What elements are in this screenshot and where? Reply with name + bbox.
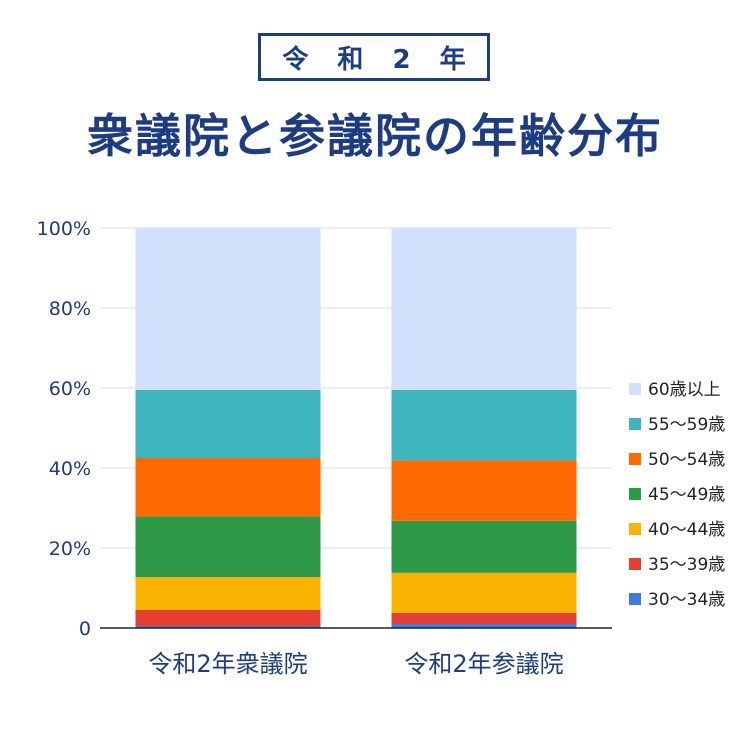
axes: 0 20% 40% 60% 80% 100% 令和2年衆議院 令和2年参議院	[37, 218, 612, 678]
legend-swatch	[629, 383, 641, 395]
bar-segment	[391, 520, 577, 573]
bar-segment	[391, 624, 577, 628]
legend-swatch	[629, 558, 641, 570]
y-tick-label: 20%	[49, 538, 91, 560]
bar-segment	[391, 612, 577, 624]
legend-swatch	[629, 453, 641, 465]
legend-label: 55〜59歳	[648, 415, 725, 435]
bar-segment	[391, 572, 577, 613]
bar-segment	[391, 228, 577, 390]
bar-segment	[135, 610, 321, 626]
bar-segment	[135, 516, 321, 578]
bar-segment	[135, 577, 321, 610]
legend-label: 40〜44歳	[648, 520, 725, 540]
chart-title: 衆議院と参議院の年齢分布	[87, 109, 663, 163]
bar-segment	[391, 460, 577, 521]
bars	[135, 228, 577, 628]
bar-segment	[135, 228, 321, 390]
bar-segment	[135, 626, 321, 628]
year-badge: 令 和 2 年	[258, 33, 490, 81]
y-tick-label: 60%	[49, 378, 91, 400]
bar-segment	[135, 390, 321, 458]
legend-swatch	[629, 418, 641, 430]
legend: 60歳以上 55〜59歳 50〜54歳 45〜49歳 40〜44歳 35〜39歳 30〜34…	[629, 380, 725, 610]
y-tick-label: 0	[79, 618, 91, 640]
y-tick-label: 80%	[49, 298, 91, 320]
x-category-label: 令和2年衆議院	[148, 650, 307, 678]
legend-label: 50〜54歳	[648, 450, 725, 470]
legend-label: 45〜49歳	[648, 485, 725, 505]
bar-segment	[391, 390, 577, 461]
legend-label: 35〜39歳	[648, 555, 725, 575]
bar-segment	[135, 458, 321, 517]
legend-swatch	[629, 488, 641, 500]
y-tick-label: 40%	[49, 458, 91, 480]
legend-label: 60歳以上	[648, 380, 721, 400]
x-category-label: 令和2年参議院	[404, 650, 563, 678]
legend-label: 30〜34歳	[648, 590, 725, 610]
legend-swatch	[629, 523, 641, 535]
y-tick-label: 100%	[37, 218, 91, 240]
legend-swatch	[629, 593, 641, 605]
